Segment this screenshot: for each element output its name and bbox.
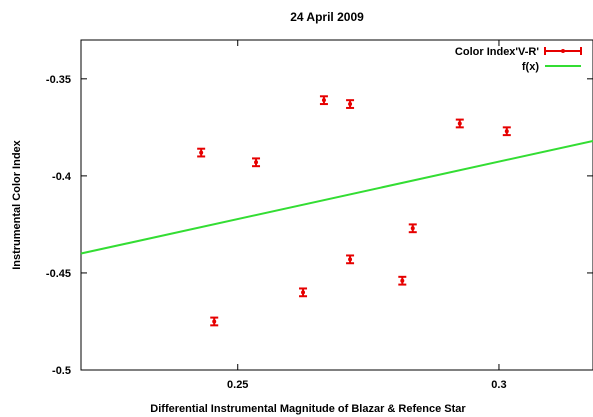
data-point [319,95,328,106]
point-marker [400,278,405,283]
point-marker [348,102,353,107]
data-point [346,99,355,109]
legend-entry-fx: f(x) [522,61,581,73]
y-tick-label: -0.35 [46,74,71,86]
y-axis: -0.35 -0.4 -0.45 -0.5 [46,74,593,377]
data-point [197,147,206,158]
data-point [502,126,511,137]
point-marker [212,319,217,324]
point-marker [301,290,306,295]
legend-marker [561,49,565,53]
y-tick-label: -0.4 [52,171,72,183]
x-tick-label: 0.3 [491,379,506,391]
point-marker [254,160,259,165]
point-marker [410,226,415,231]
legend-swatch-color-index [544,47,582,55]
point-marker [504,129,509,134]
legend-label-fx: f(x) [522,61,539,73]
y-axis-label: Instrumental Color Index [11,139,23,269]
y-tick-label: -0.5 [52,365,71,377]
y-tick-label: -0.45 [46,268,71,280]
legend-label-color-index: Color Index'V-R' [455,46,539,58]
data-point [398,275,407,286]
point-marker [321,98,326,103]
legend-entry-color-index: Color Index'V-R' [455,46,582,58]
color-index-series [197,95,511,327]
point-marker [199,150,204,155]
data-point [346,254,355,265]
point-marker [348,257,353,262]
legend: Color Index'V-R' f(x) [455,46,582,73]
fit-line-series [80,139,593,255]
x-axis: 0.25 0.3 [227,40,507,391]
x-tick-label: 0.25 [227,379,248,391]
chart-title: 24 April 2009 [290,10,364,24]
point-marker [457,121,462,126]
data-point [299,287,308,298]
data-point [210,316,219,327]
x-axis-label: Differential Instrumental Magnitude of B… [150,403,466,415]
data-point [455,118,464,129]
plot-frame [80,39,593,371]
fit-line [80,139,593,255]
data-point [408,223,417,234]
data-point [252,157,261,168]
